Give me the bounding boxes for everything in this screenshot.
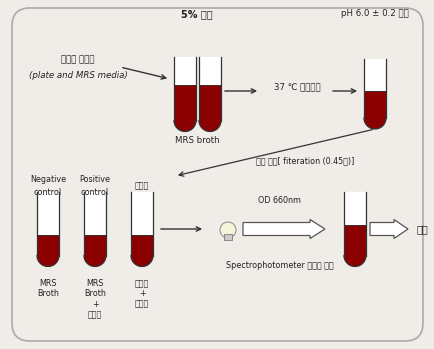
Polygon shape <box>84 192 106 255</box>
FancyBboxPatch shape <box>224 234 231 240</box>
Polygon shape <box>343 192 365 255</box>
Polygon shape <box>37 235 59 267</box>
Polygon shape <box>37 192 59 255</box>
Polygon shape <box>131 192 153 255</box>
Polygon shape <box>174 57 196 85</box>
Text: Positive: Positive <box>79 175 110 184</box>
Polygon shape <box>174 57 196 120</box>
Polygon shape <box>84 192 106 235</box>
Text: OD 660nm: OD 660nm <box>258 196 301 206</box>
Polygon shape <box>37 192 59 235</box>
Polygon shape <box>198 85 220 132</box>
FancyBboxPatch shape <box>12 8 422 341</box>
Polygon shape <box>37 255 59 267</box>
Text: MRS
Broth
+
지시균: MRS Broth + 지시균 <box>84 279 106 319</box>
Text: 배양액
+
지시균: 배양액 + 지시균 <box>135 279 149 309</box>
Text: MRS
Broth: MRS Broth <box>37 279 59 298</box>
Polygon shape <box>343 255 365 267</box>
Circle shape <box>220 222 236 238</box>
Polygon shape <box>131 192 153 235</box>
Text: Spectrophotometer 흡광도 측정: Spectrophotometer 흡광도 측정 <box>226 261 333 270</box>
Polygon shape <box>174 85 196 132</box>
Text: Negative: Negative <box>30 175 66 184</box>
Text: control: control <box>34 188 62 197</box>
Text: control: control <box>81 188 109 197</box>
Polygon shape <box>131 255 153 267</box>
Polygon shape <box>84 235 106 267</box>
FancyArrow shape <box>369 220 407 238</box>
Polygon shape <box>363 59 385 90</box>
Text: 37 ℃ 혐기배양: 37 ℃ 혐기배양 <box>273 82 319 91</box>
Polygon shape <box>84 255 106 267</box>
Polygon shape <box>343 225 365 267</box>
Text: 균체 제거[ fiteration (0.45㎛)]: 균체 제거[ fiteration (0.45㎛)] <box>255 156 353 165</box>
Polygon shape <box>363 59 385 118</box>
Polygon shape <box>198 57 220 120</box>
Text: 실험군: 실험군 <box>135 181 149 191</box>
Polygon shape <box>363 118 385 129</box>
Text: 분석: 분석 <box>415 224 427 234</box>
Polygon shape <box>343 192 365 225</box>
Polygon shape <box>363 90 385 129</box>
Text: 유산균 활성화: 유산균 활성화 <box>61 55 95 64</box>
Text: 5% 접종: 5% 접종 <box>181 9 212 19</box>
Polygon shape <box>174 120 196 132</box>
Polygon shape <box>198 57 220 85</box>
Polygon shape <box>198 120 220 132</box>
FancyArrow shape <box>243 220 324 238</box>
Polygon shape <box>131 235 153 267</box>
Text: pH 6.0 ± 0.2 보정: pH 6.0 ± 0.2 보정 <box>340 9 408 18</box>
Text: MRS broth: MRS broth <box>174 136 219 146</box>
Text: (plate and MRS media): (plate and MRS media) <box>29 71 127 80</box>
